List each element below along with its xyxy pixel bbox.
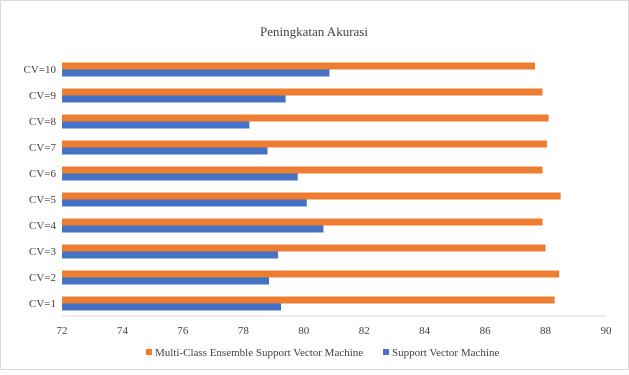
y-tick-label: CV=6 — [29, 168, 56, 180]
x-tick-label: 78 — [238, 325, 250, 337]
bar-mcesvm — [62, 167, 543, 174]
bar-svm — [62, 70, 329, 77]
y-tick-label: CV=7 — [29, 142, 56, 154]
y-tick-label: CV=3 — [29, 246, 56, 258]
y-tick-label: CV=4 — [29, 220, 56, 232]
bar-svm — [62, 304, 281, 311]
bar-mcesvm — [62, 193, 561, 200]
y-tick-label: CV=5 — [29, 194, 56, 206]
legend-swatch — [146, 349, 152, 355]
bar-mcesvm — [62, 245, 546, 252]
bar-mcesvm — [62, 219, 543, 226]
x-tick-label: 86 — [480, 325, 492, 337]
bar-mcesvm — [62, 115, 549, 122]
bar-mcesvm — [62, 89, 543, 96]
bar-svm — [62, 252, 278, 259]
bar-svm — [62, 174, 298, 181]
y-tick-label: CV=2 — [29, 272, 56, 284]
y-tick-label: CV=8 — [29, 116, 56, 128]
bar-svm — [62, 278, 269, 285]
bar-mcesvm — [62, 63, 535, 70]
x-tick-label: 84 — [419, 325, 431, 337]
x-tick-label: 76 — [177, 325, 189, 337]
legend-label: Multi-Class Ensemble Support Vector Mach… — [155, 347, 363, 359]
chart-title: Peningkatan Akurasi — [260, 24, 368, 39]
bar-mcesvm — [62, 271, 559, 278]
legend-swatch — [383, 349, 389, 355]
x-tick-label: 72 — [57, 325, 68, 337]
bar-mcesvm — [62, 297, 555, 304]
y-tick-label: CV=10 — [24, 64, 57, 76]
bar-svm — [62, 148, 268, 155]
x-tick-label: 90 — [601, 325, 613, 337]
legend-label: Support Vector Machine — [392, 347, 499, 359]
y-tick-label: CV=9 — [29, 90, 56, 102]
x-tick-label: 88 — [540, 325, 552, 337]
legend: Multi-Class Ensemble Support Vector Mach… — [146, 347, 499, 359]
x-tick-label: 82 — [359, 325, 370, 337]
bar-mcesvm — [62, 141, 547, 148]
bar-svm — [62, 96, 286, 103]
bar-svm — [62, 200, 307, 207]
x-tick-label: 80 — [298, 325, 310, 337]
x-tick-label: 74 — [117, 325, 129, 337]
bar-svm — [62, 122, 249, 129]
y-tick-label: CV=1 — [29, 298, 56, 310]
bar-svm — [62, 226, 323, 233]
